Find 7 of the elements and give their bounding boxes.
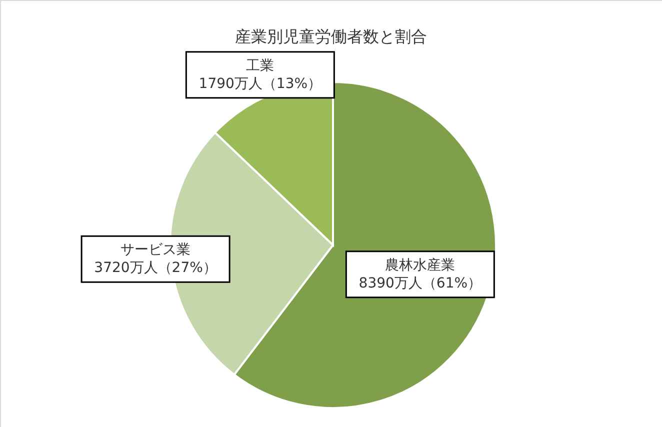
slice-label: サービス業 [120, 242, 191, 258]
data-label: 8390万人（61%） [358, 275, 482, 292]
chart-title: 産業別児童労働者数と割合 [235, 27, 427, 46]
slice-label: 工業 [246, 58, 274, 74]
data-label: 3720万人（27%） [94, 260, 217, 276]
slice-label: 農林水産業 [385, 257, 456, 274]
data-label: 1790万人（13%） [198, 76, 322, 92]
